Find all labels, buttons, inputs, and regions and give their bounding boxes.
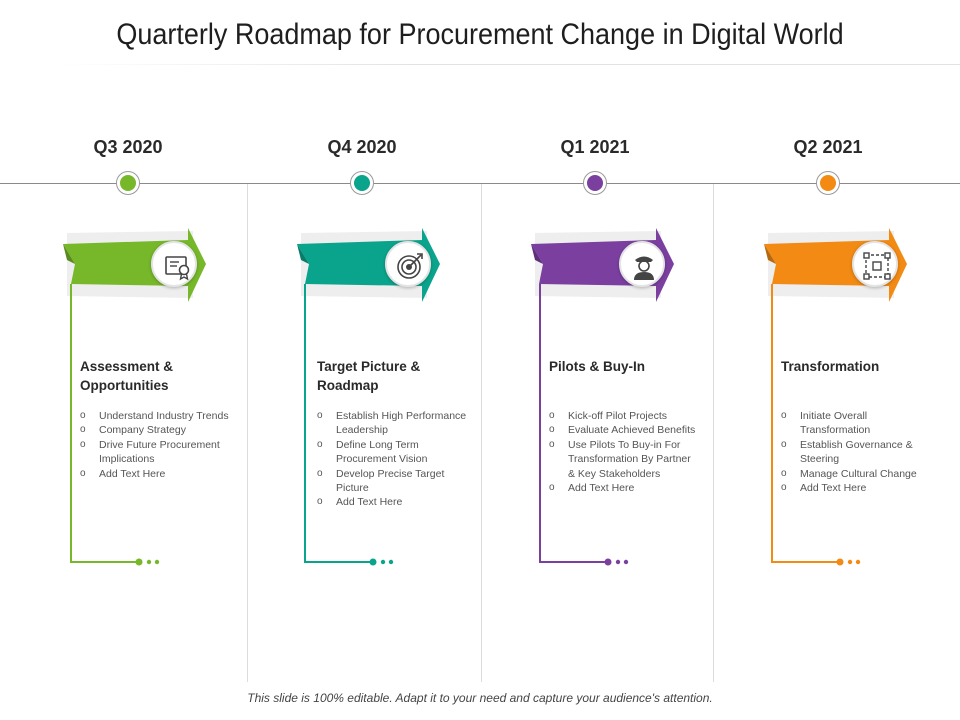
arrow-fold [764,244,776,264]
slide-title: Quarterly Roadmap for Procurement Change… [116,18,844,51]
stage-bullet-list: Kick-off Pilot ProjectsEvaluate Achieved… [549,409,699,496]
bullet-item: Establish Governance & Steering [781,438,931,467]
bullet-item: Kick-off Pilot Projects [549,409,699,424]
timeline-node-dot [354,175,370,191]
bracket-dot [388,559,394,565]
bullet-item: Company Strategy [80,423,230,438]
bracket-dot [135,558,143,566]
timeline-node [816,171,840,195]
timeline-node-dot [587,175,603,191]
title-divider [60,64,960,65]
stage-bullet-list: Understand Industry TrendsCompany Strate… [80,409,230,481]
bracket-dot [847,559,853,565]
stage-heading: Transformation [781,359,880,374]
bracket-dot [154,559,160,565]
stage-heading: Target Picture & Roadmap [317,359,421,393]
stage-bullet-list: Initiate Overall TransformationEstablish… [781,409,931,496]
bracket-dot [380,559,386,565]
pilot-icon [634,256,654,280]
bullet-item: Use Pilots To Buy-in For Transformation … [549,438,699,481]
bullet-item: Initiate Overall Transformation [781,409,931,438]
target-icon [397,253,423,279]
bullet-item: Develop Precise Target Picture [317,467,467,496]
quarter-label: Q3 2020 [93,137,163,157]
bullet-item: Add Text Here [317,495,467,510]
bracket-dot [146,559,152,565]
timeline-node-dot [820,175,836,191]
quarter-label: Q4 2020 [327,137,397,157]
timeline-node [350,171,374,195]
arrow-fold [531,244,543,264]
stage-heading: Pilots & Buy-In [549,359,646,374]
bullet-item: Manage Cultural Change [781,467,931,482]
quarter-label: Q2 2021 [793,137,863,157]
bracket-dot [836,558,844,566]
stage-heading: Assessment & Opportunities [80,359,174,393]
bracket-dot [615,559,621,565]
quarter-label: Q1 2021 [560,137,630,157]
timeline-node [116,171,140,195]
bullet-item: Drive Future Procurement Implications [80,438,230,467]
bracket-dot [369,558,377,566]
bullet-item: Understand Industry Trends [80,409,230,424]
arrow-fold [297,244,309,264]
bullet-item: Add Text Here [549,481,699,496]
timeline-node [583,171,607,195]
icon-badge [852,241,898,287]
bullet-item: Add Text Here [781,481,931,496]
stage-bullet-list: Establish High Performance LeadershipDef… [317,409,467,510]
arrow-fold [63,244,75,264]
column-divider [713,184,714,682]
timeline-node-dot [120,175,136,191]
timeline-axis [0,183,960,184]
icon-badge [385,241,431,287]
bracket-dot [623,559,629,565]
bullet-item: Evaluate Achieved Benefits [549,423,699,438]
bullet-item: Define Long Term Procurement Vision [317,438,467,467]
bullet-item: Add Text Here [80,467,230,482]
transformation-icon [863,252,891,280]
footer-note: This slide is 100% editable. Adapt it to… [247,691,713,705]
bracket-dot [855,559,861,565]
bracket-dot [604,558,612,566]
bullet-item: Establish High Performance Leadership [317,409,467,438]
column-divider [247,184,248,682]
icon-badge [151,241,197,287]
certificate-icon [165,256,190,281]
column-divider [481,184,482,682]
icon-badge [619,241,665,287]
